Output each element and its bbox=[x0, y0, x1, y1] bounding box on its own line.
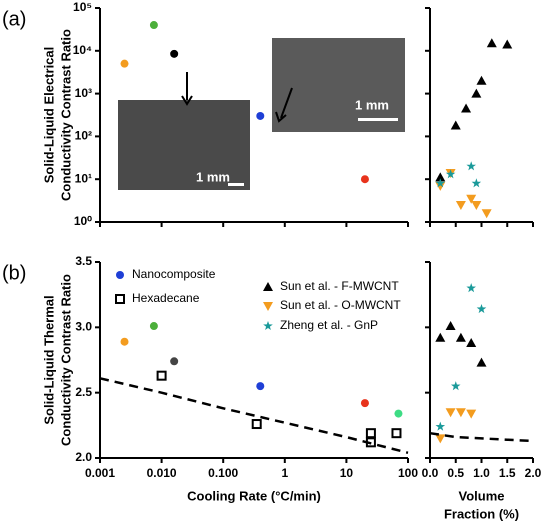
arrow-head bbox=[275, 111, 287, 123]
point bbox=[455, 200, 466, 210]
point bbox=[445, 169, 456, 179]
point bbox=[481, 209, 492, 219]
inset-image bbox=[272, 38, 405, 132]
scale-label: 1 mm bbox=[355, 97, 389, 112]
point bbox=[365, 428, 376, 439]
trend-line bbox=[429, 431, 534, 443]
point bbox=[435, 421, 446, 431]
legend-marker bbox=[116, 271, 124, 279]
point bbox=[476, 75, 487, 85]
x-tick-label: 1.5 bbox=[499, 466, 516, 480]
point bbox=[156, 370, 167, 381]
x-tick-label: 100 bbox=[398, 466, 418, 480]
point bbox=[256, 382, 265, 391]
legend-marker bbox=[263, 302, 273, 311]
point bbox=[170, 49, 179, 58]
point bbox=[466, 161, 476, 171]
point bbox=[394, 409, 403, 418]
x-axis-label: Cooling Rate (°C/min) bbox=[187, 488, 321, 503]
point bbox=[466, 409, 477, 419]
legend-label: Sun et al. - F-MWCNT bbox=[280, 279, 399, 293]
y-tick-label: 10⁰ bbox=[74, 214, 92, 228]
point bbox=[435, 332, 446, 342]
point bbox=[435, 178, 446, 188]
point bbox=[120, 59, 129, 68]
point bbox=[476, 357, 487, 367]
x-tick-label: 10 bbox=[340, 466, 354, 480]
legend-label: Nanocomposite bbox=[132, 267, 216, 281]
y-tick-label: 10⁵ bbox=[73, 0, 92, 14]
point bbox=[120, 337, 129, 346]
point bbox=[486, 38, 497, 48]
legend-marker bbox=[263, 282, 273, 291]
x-tick-label: 0.5 bbox=[447, 466, 464, 480]
y-tick-label: 2.5 bbox=[75, 385, 92, 399]
insets bbox=[118, 38, 405, 190]
panel-label: (b) bbox=[2, 262, 26, 284]
y-tick-label: 2.0 bbox=[75, 450, 92, 464]
point bbox=[455, 332, 466, 342]
point bbox=[451, 381, 461, 391]
point bbox=[170, 357, 179, 366]
arrow-head bbox=[181, 95, 193, 106]
x-tick-label: 0.010 bbox=[147, 466, 177, 480]
point bbox=[360, 399, 369, 408]
point bbox=[256, 111, 265, 120]
point bbox=[391, 428, 402, 439]
scale-bar bbox=[358, 118, 398, 121]
point bbox=[461, 103, 472, 113]
scale-label: 1 mm bbox=[196, 169, 230, 184]
y-tick-label: 3.0 bbox=[75, 320, 92, 334]
point bbox=[251, 419, 262, 430]
arrow bbox=[280, 87, 293, 119]
point bbox=[149, 21, 158, 30]
scale-bar bbox=[228, 183, 244, 186]
y-axis-label: Conductivity Contrast Ratio bbox=[58, 29, 73, 201]
x-tick-label: 1 bbox=[281, 466, 288, 480]
legend-marker bbox=[263, 321, 273, 330]
y-axis-label: Solid-Liquid Electrical bbox=[41, 47, 56, 184]
point bbox=[471, 178, 482, 188]
point bbox=[502, 39, 513, 49]
point bbox=[476, 304, 487, 314]
point bbox=[435, 172, 446, 182]
point bbox=[149, 322, 158, 331]
point bbox=[455, 408, 466, 418]
y-tick-label: 3.5 bbox=[75, 254, 92, 268]
legend-label: Sun et al. - O-MWCNT bbox=[280, 298, 401, 312]
trend-line bbox=[99, 377, 409, 455]
point bbox=[445, 321, 456, 331]
y-tick-label: 10⁴ bbox=[73, 43, 92, 57]
point bbox=[466, 283, 476, 293]
y-tick-label: 10¹ bbox=[75, 171, 92, 185]
point bbox=[360, 175, 369, 184]
legend-label: Zheng et al. - GnP bbox=[280, 318, 378, 332]
x-axis-label: Volume bbox=[459, 488, 505, 503]
x-tick-label: 1.0 bbox=[473, 466, 490, 480]
point bbox=[471, 88, 482, 98]
x-tick-label: 0.0 bbox=[422, 466, 439, 480]
y-tick-label: 10³ bbox=[75, 86, 92, 100]
point bbox=[450, 120, 461, 130]
point bbox=[466, 194, 477, 204]
point bbox=[435, 181, 446, 191]
point bbox=[466, 338, 477, 348]
x-tick-label: 0.100 bbox=[208, 466, 238, 480]
legend-marker bbox=[115, 294, 125, 304]
point bbox=[435, 434, 446, 444]
point bbox=[471, 200, 482, 210]
point bbox=[445, 408, 456, 418]
x-tick-label: 2.0 bbox=[525, 466, 541, 480]
inset-image bbox=[118, 100, 250, 190]
panel-label: (a) bbox=[2, 8, 26, 30]
x-axis-label: Fraction (%) bbox=[444, 506, 519, 521]
y-axis-label: Conductivity Contrast Ratio bbox=[58, 274, 73, 446]
y-axis-label: Solid-Liquid Thermal bbox=[41, 295, 56, 424]
legend-label: Hexadecane bbox=[132, 291, 200, 305]
x-tick-label: 0.001 bbox=[85, 466, 115, 480]
y-tick-label: 10² bbox=[75, 129, 92, 143]
